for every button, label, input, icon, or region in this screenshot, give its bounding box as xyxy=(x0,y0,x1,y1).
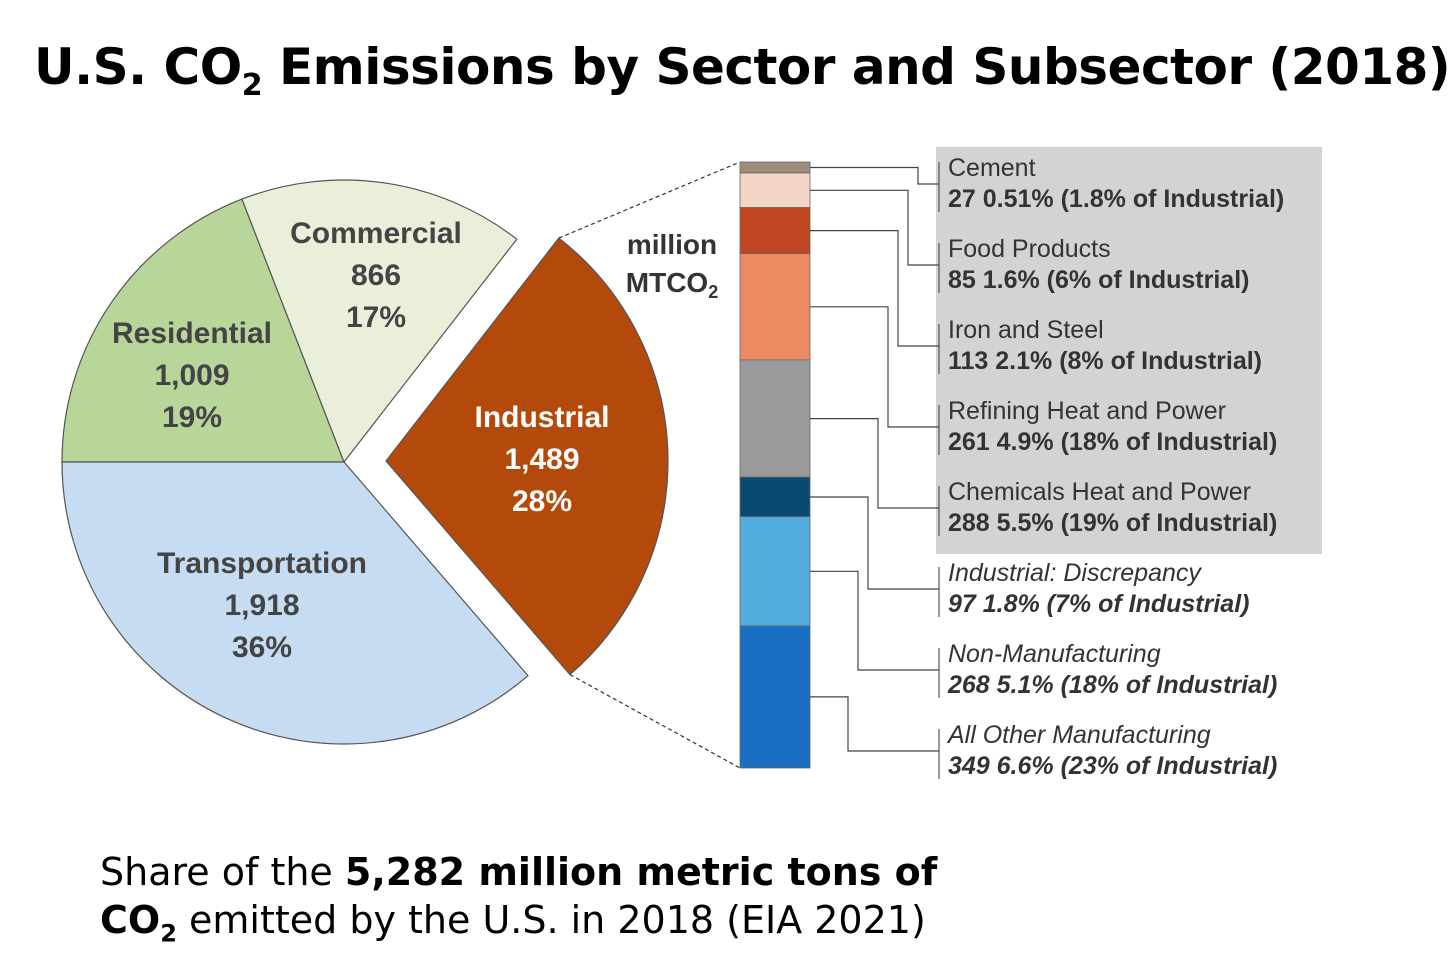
leader-line-food-products xyxy=(810,189,939,266)
bar-segment-cement xyxy=(739,161,811,174)
industrial-stacked-bar xyxy=(739,161,811,769)
pie-slice-residential xyxy=(61,198,345,463)
pie-percent-residential: 19% xyxy=(162,401,222,434)
pie-label-residential: Residential xyxy=(112,317,272,350)
pie-value-commercial: 866 xyxy=(351,259,401,292)
pie-label-commercial: Commercial xyxy=(290,217,462,250)
pie-label-transportation: Transportation xyxy=(157,547,367,580)
subsector-detail-non-manufacturing: 268 5.1% (18% of Industrial) xyxy=(947,671,1277,699)
connector-top xyxy=(558,161,741,239)
bar-segment-refining-heat-and-power xyxy=(739,253,811,361)
bar-segment-iron-and-steel xyxy=(739,207,811,255)
caption-bold1: 5,282 million metric tons of xyxy=(344,850,938,894)
subsector-detail-industrial-discrepancy: 97 1.8% (7% of Industrial) xyxy=(948,590,1249,618)
subsector-name-non-manufacturing: Non-Manufacturing xyxy=(948,640,1161,668)
unit-label: million MTCO2 xyxy=(626,229,718,302)
pie-percent-commercial: 17% xyxy=(346,301,406,334)
subsector-detail-food-products: 85 1.6% (6% of Industrial) xyxy=(948,266,1249,294)
pie-bar-connectors xyxy=(558,161,741,769)
pie-value-residential: 1,009 xyxy=(154,359,229,392)
subsector-name-cement: Cement xyxy=(948,154,1036,182)
bar-segment-non-manufacturing xyxy=(739,516,811,627)
bar-segment-all-other-manufacturing xyxy=(739,625,811,769)
caption-part1: Share of the xyxy=(100,850,345,894)
subsector-name-industrial-discrepancy: Industrial: Discrepancy xyxy=(948,559,1202,587)
unit-line1: million xyxy=(627,229,717,260)
subsector-name-food-products: Food Products xyxy=(948,235,1111,263)
title-subscript: 2 xyxy=(241,68,263,103)
caption-bold2: CO xyxy=(100,898,161,942)
subsector-labels: Cement 27 0.51% (1.8% of Industrial) Food … xyxy=(810,147,1322,780)
pie-label-industrial: Industrial xyxy=(474,401,609,434)
caption-bold2-subscript: 2 xyxy=(160,919,177,948)
pie-value-industrial: 1,489 xyxy=(504,443,579,476)
subsector-name-chemicals-heat-and-power: Chemicals Heat and Power xyxy=(948,478,1251,506)
bar-segment-food-products xyxy=(739,172,811,208)
title-prefix: U.S. CO xyxy=(34,38,242,96)
svg-text:MTCO2: MTCO2 xyxy=(626,267,718,302)
label-panel xyxy=(936,147,1322,554)
bar-segment-industrial-discrepancy xyxy=(739,476,811,518)
leader-line-all-other-manufacturing xyxy=(810,696,939,752)
unit-line2: MTCO xyxy=(626,267,708,298)
leader-line-chemicals-heat-and-power xyxy=(810,418,939,509)
pie-slice-commercial xyxy=(241,179,518,464)
subsector-name-refining-heat-and-power: Refining Heat and Power xyxy=(948,397,1226,425)
leader-line-non-manufacturing xyxy=(810,570,939,671)
caption: Share of the 5,282 million metric tons o… xyxy=(100,848,1000,958)
subsector-detail-iron-and-steel: 113 2.1% (8% of Industrial) xyxy=(948,347,1262,375)
pie-percent-transportation: 36% xyxy=(232,631,292,664)
sector-pie: Residential 1,009 19% Commercial 866 17% Indus… xyxy=(61,179,669,745)
leader-line-refining-heat-and-power xyxy=(810,306,939,428)
caption-part2: emitted by the U.S. in 2018 (EIA 2021) xyxy=(176,898,926,942)
pie-value-transportation: 1,918 xyxy=(224,589,299,622)
connector-bottom xyxy=(569,674,741,769)
leader-line-cement xyxy=(810,166,939,185)
chart-title: U.S. CO2 Emissions by Sector and Subsect… xyxy=(34,38,1451,103)
unit-line2-subscript: 2 xyxy=(708,282,718,302)
leader-line-iron-and-steel xyxy=(810,230,939,347)
subsector-detail-chemicals-heat-and-power: 288 5.5% (19% of Industrial) xyxy=(948,509,1277,537)
pie-slice-transportation xyxy=(61,461,529,745)
subsector-detail-cement: 27 0.51% (1.8% of Industrial) xyxy=(948,185,1284,213)
subsector-detail-all-other-manufacturing: 349 6.6% (23% of Industrial) xyxy=(948,752,1277,780)
pie-slice-industrial xyxy=(385,237,669,676)
subsector-name-all-other-manufacturing: All Other Manufacturing xyxy=(946,721,1211,749)
bar-segment-chemicals-heat-and-power xyxy=(739,359,811,478)
title-suffix: Emissions by Sector and Subsector (2018) xyxy=(262,38,1451,96)
leader-line-industrial-discrepancy xyxy=(810,496,939,590)
subsector-name-iron-and-steel: Iron and Steel xyxy=(948,316,1104,344)
svg-text:million: million xyxy=(627,229,717,260)
pie-percent-industrial: 28% xyxy=(512,485,572,518)
subsector-detail-refining-heat-and-power: 261 4.9% (18% of Industrial) xyxy=(948,428,1277,456)
